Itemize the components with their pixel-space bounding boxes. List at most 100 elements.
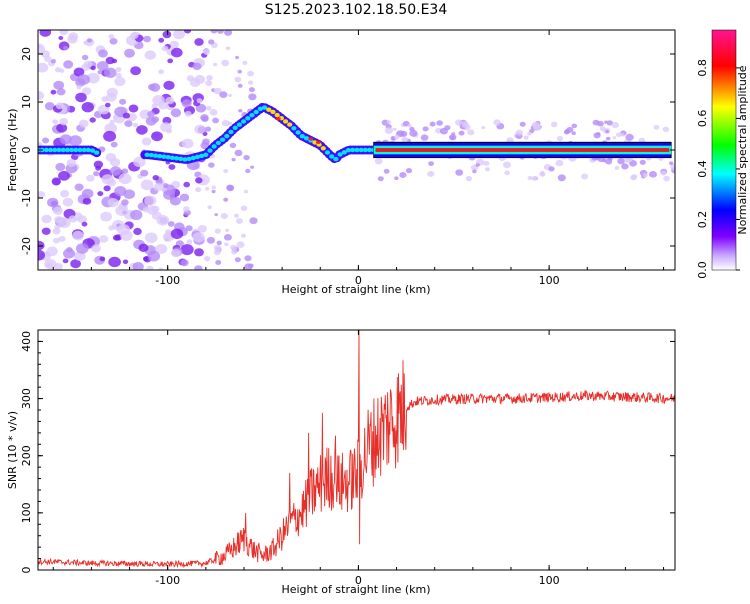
- noise-speckle: [527, 131, 532, 136]
- ridge-core: [354, 147, 360, 153]
- noise-speckle: [394, 176, 399, 180]
- noise-speckle: [231, 249, 238, 255]
- noise-speckle: [158, 267, 164, 270]
- colorbar-tick-label: 0.2: [696, 211, 709, 229]
- noise-speckle: [63, 60, 74, 69]
- ridge-core: [333, 156, 339, 162]
- ridge-core: [178, 156, 184, 161]
- ridge-core: [287, 122, 293, 127]
- noise-speckle: [200, 141, 210, 150]
- noise-speckle: [407, 124, 412, 128]
- noise-speckle: [515, 129, 523, 136]
- noise-speckle: [527, 175, 533, 181]
- ridge-peak: [308, 137, 314, 141]
- noise-speckle: [605, 129, 609, 134]
- noise-speckle: [220, 213, 228, 219]
- noise-speckle: [228, 121, 233, 126]
- noise-speckle: [211, 185, 216, 190]
- noise-speckle: [165, 96, 175, 105]
- noise-speckle: [216, 240, 222, 246]
- noise-speckle: [89, 117, 96, 123]
- ridge-core: [324, 150, 331, 155]
- noise-speckle: [550, 121, 558, 128]
- noise-speckle: [611, 122, 619, 129]
- noise-speckle: [427, 170, 435, 177]
- noise-speckle: [152, 175, 159, 181]
- noise-speckle: [107, 178, 117, 187]
- ridge-core: [274, 112, 280, 118]
- ridge-core: [266, 107, 272, 112]
- snr-ticks: -100 0 100 0 100 200 300 400: [20, 329, 675, 587]
- noise-speckle: [83, 40, 89, 45]
- noise-speckle: [436, 120, 443, 126]
- noise-speckle: [241, 233, 246, 238]
- colorbar-tick-label: 0.4: [696, 160, 709, 178]
- ridge-core: [152, 153, 159, 158]
- noise-speckle: [104, 123, 118, 134]
- noise-speckle: [59, 30, 68, 36]
- noise-speckle: [597, 120, 604, 127]
- noise-speckle: [204, 126, 212, 132]
- noise-speckle: [195, 103, 207, 113]
- noise-speckle: [383, 168, 390, 174]
- ridge-core: [148, 152, 154, 158]
- noise-speckle: [68, 215, 78, 223]
- noise-speckle: [75, 243, 89, 254]
- colorbar-tick-label: 0.6: [696, 110, 709, 128]
- noise-speckle: [194, 74, 206, 84]
- noise-speckle: [146, 265, 154, 270]
- noise-speckle: [86, 174, 95, 182]
- noise-speckle: [234, 213, 239, 218]
- ridge-core: [224, 133, 230, 139]
- noise-speckle: [143, 35, 152, 43]
- ridge-core: [299, 134, 305, 139]
- noise-speckle: [130, 32, 139, 39]
- noise-speckle: [38, 43, 45, 55]
- noise-speckle: [93, 160, 104, 169]
- noise-speckle: [225, 228, 230, 232]
- noise-speckle: [81, 54, 89, 61]
- noise-speckle: [238, 109, 243, 113]
- noise-speckle: [115, 72, 122, 79]
- noise-speckle: [58, 235, 66, 242]
- noise-speckle: [639, 159, 646, 165]
- noise-speckle: [566, 126, 574, 133]
- noise-speckle: [144, 50, 156, 60]
- noise-speckle: [106, 87, 118, 98]
- noise-speckle: [82, 197, 92, 205]
- noise-speckle: [593, 132, 601, 139]
- noise-speckle: [629, 160, 637, 167]
- noise-speckle: [206, 236, 215, 244]
- noise-speckle: [70, 259, 81, 269]
- noise-speckle: [616, 132, 622, 138]
- noise-speckle: [122, 112, 130, 119]
- noise-speckle: [244, 255, 252, 262]
- noise-speckle: [250, 165, 255, 169]
- noise-speckle: [100, 211, 112, 222]
- noise-speckle: [230, 244, 237, 251]
- noise-speckle: [97, 104, 110, 115]
- noise-speckle: [450, 135, 455, 140]
- noise-speckle: [81, 102, 95, 113]
- x-tick-label: 0: [355, 574, 362, 587]
- snr-panel: -100 0 100 0 100 200 300 400 Height of straight…: [6, 329, 676, 596]
- noise-speckle: [236, 218, 243, 224]
- noise-speckle: [171, 249, 181, 258]
- noise-speckle: [115, 67, 122, 72]
- snr-series-line: [38, 330, 675, 569]
- noise-speckle: [52, 119, 59, 125]
- ridge-core: [85, 147, 91, 153]
- noise-speckle: [540, 170, 545, 175]
- noise-speckle: [148, 83, 156, 91]
- noise-speckle: [98, 49, 108, 58]
- noise-speckle: [206, 75, 213, 81]
- noise-speckle: [124, 120, 133, 127]
- noise-speckle: [105, 56, 115, 65]
- noise-speckle: [68, 135, 82, 147]
- noise-speckle: [115, 205, 129, 217]
- noise-speckle: [203, 49, 211, 55]
- noise-speckle: [97, 70, 103, 75]
- noise-speckle: [47, 197, 59, 208]
- noise-speckle: [96, 61, 109, 71]
- ridge-core: [362, 147, 368, 153]
